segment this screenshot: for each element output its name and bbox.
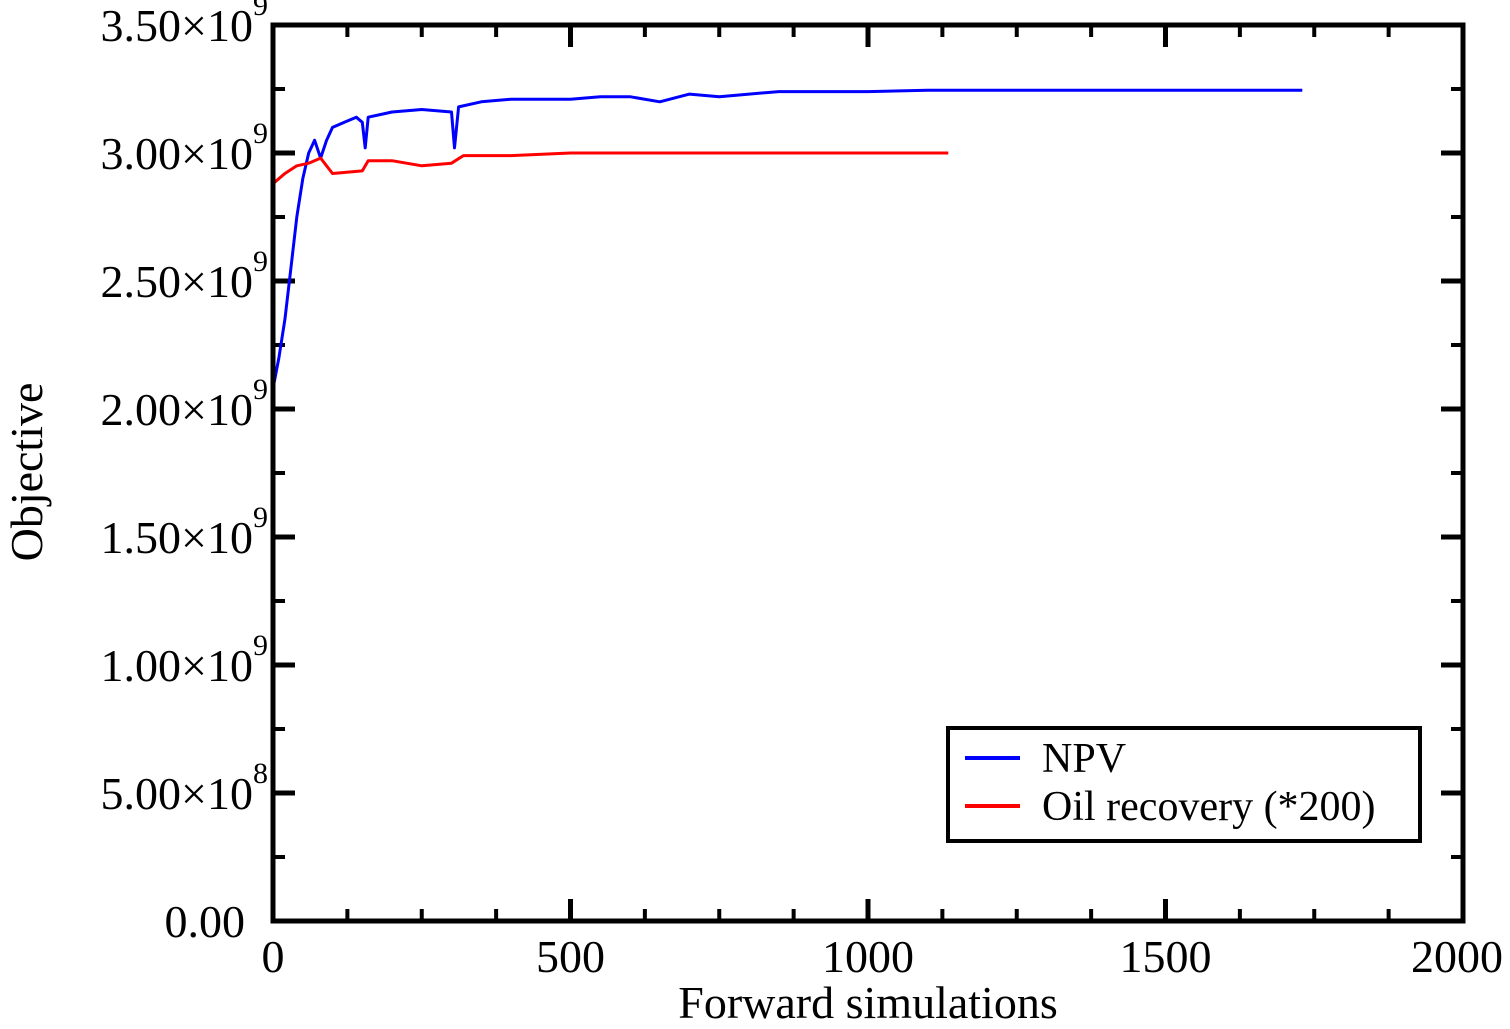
- legend-box: [946, 726, 1422, 843]
- legend: NPV Oil recovery (*200): [946, 726, 1422, 843]
- x-tick-label: 2000: [1411, 931, 1503, 982]
- y-axis-ticks: 0.00 5.00×108 1.00×109 1.50×109 2.00×109 2.50…: [101, 0, 1463, 947]
- y-tick-label: 3.00×109: [101, 117, 268, 179]
- legend-label-npv: NPV: [1042, 736, 1126, 782]
- y-tick-label: 1.00×109: [101, 629, 268, 691]
- y-axis-title: Objective: [1, 383, 52, 562]
- series-layer: [271, 88, 1303, 389]
- y-tick-label: 1.50×109: [101, 501, 268, 563]
- y-tick-label: 2.00×109: [101, 373, 268, 435]
- legend-label-oil-recovery: Oil recovery (*200): [1042, 784, 1376, 830]
- x-tick-label: 500: [536, 931, 605, 982]
- y-tick-label: 5.00×108: [101, 757, 268, 819]
- y-tick-label: 2.50×109: [101, 245, 268, 307]
- x-tick-label: 0: [262, 931, 285, 982]
- y-tick-label: 3.50×109: [101, 0, 268, 51]
- x-tick-label: 1000: [822, 931, 914, 982]
- x-tick-label: 1500: [1120, 931, 1212, 982]
- y-tick-label: 0.00: [165, 896, 246, 947]
- x-axis-ticks: 0 500 1000 1500 2000: [262, 25, 1503, 982]
- plot-frame: [270, 22, 1466, 924]
- series-line-npv: [271, 88, 1303, 389]
- x-axis-title: Forward simulations: [678, 977, 1057, 1028]
- series-line-oil-recovery: [272, 151, 949, 185]
